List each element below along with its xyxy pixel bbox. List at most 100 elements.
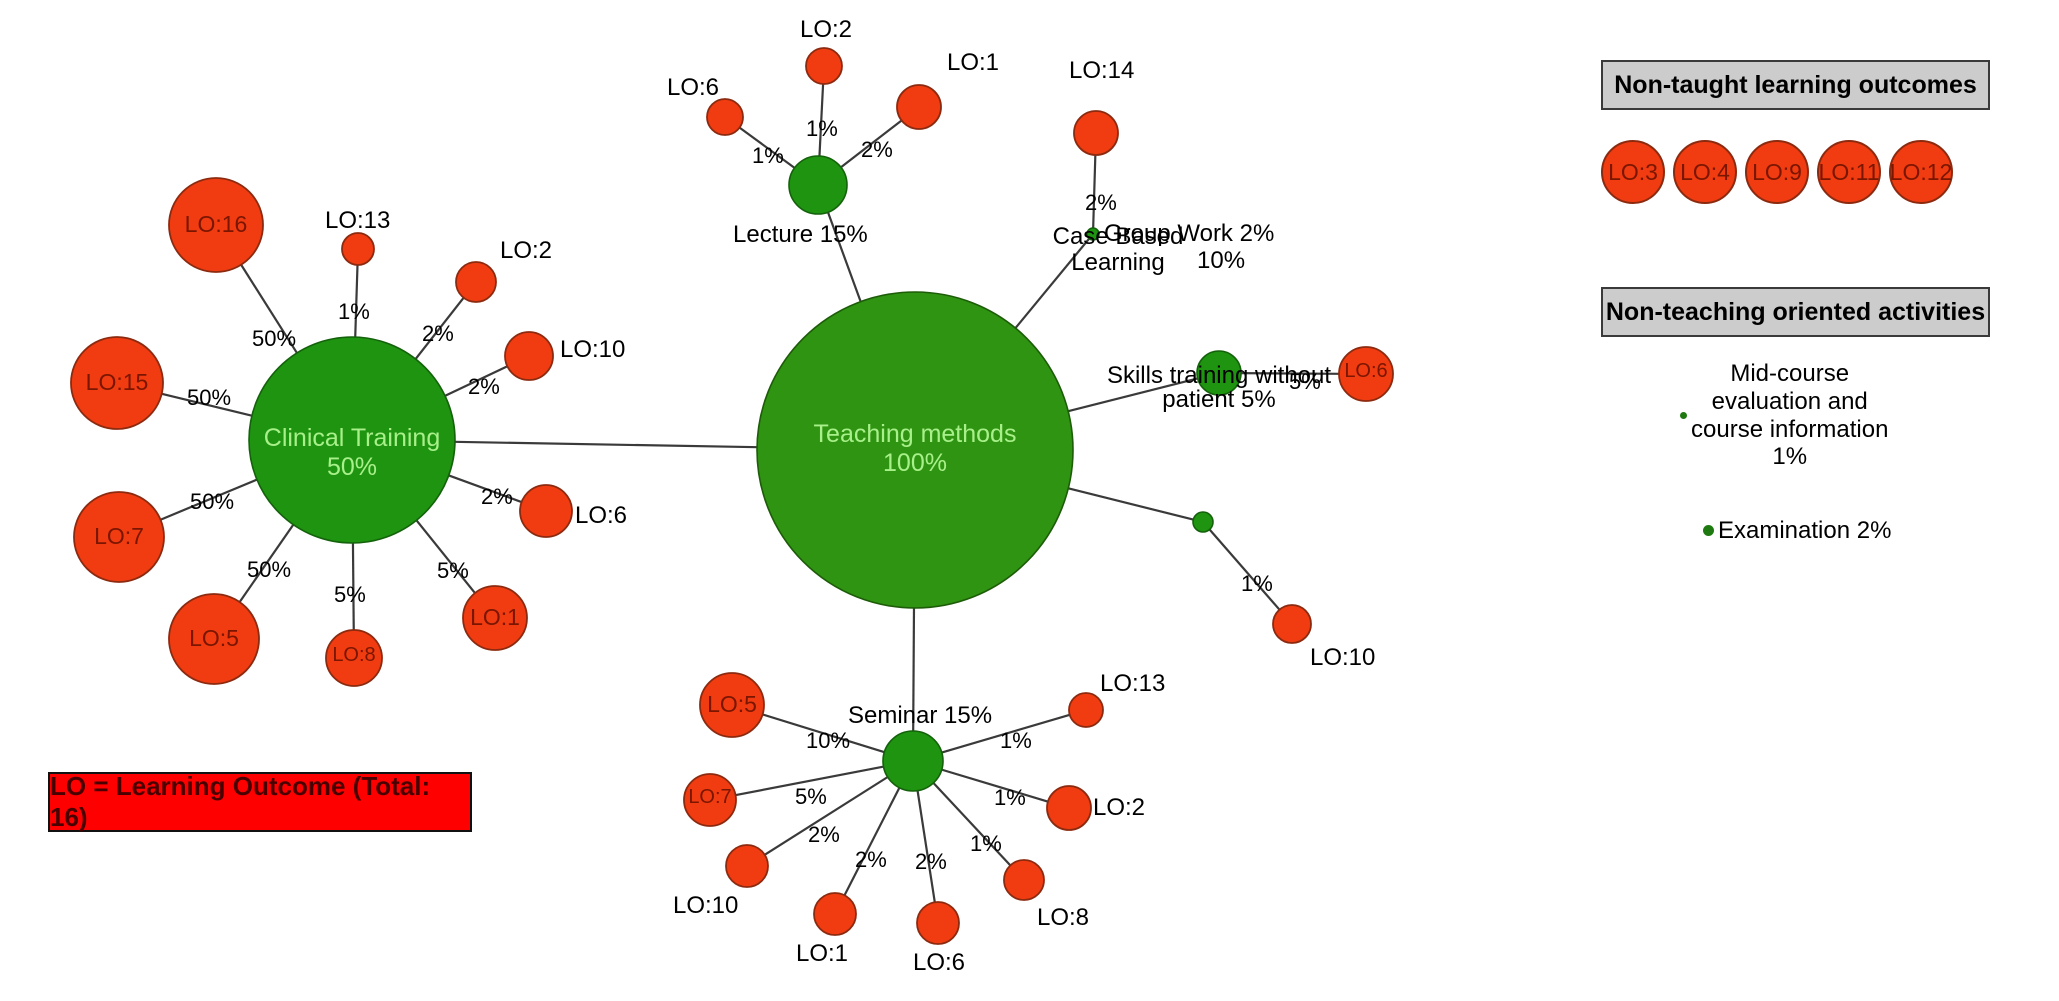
non-taught-lo-chip-label: LO:9 <box>1752 158 1802 185</box>
edge-teaching-methods-to-skills-training <box>1067 487 1195 521</box>
edge-weight-label: 50% <box>187 385 232 410</box>
lo-node-lec-lo2[interactable] <box>805 47 843 85</box>
edge-weight-label: 2% <box>855 847 887 872</box>
nodes-layer <box>70 47 1394 945</box>
non-teaching-legend-header: Non-teaching oriented activities <box>1601 287 1990 337</box>
center-node-teaching-methods[interactable] <box>756 291 1074 609</box>
edge-weight-label: 1% <box>994 785 1026 810</box>
edge-weight-label: 2% <box>1085 190 1117 215</box>
lo-node-sem-lo13[interactable] <box>1068 692 1104 728</box>
edge-weight-label: 10% <box>806 728 851 753</box>
lo-node-ct-lo5[interactable] <box>168 593 260 685</box>
method-node-clinical-training[interactable] <box>248 336 456 544</box>
edge-weight-label: 1% <box>752 143 784 168</box>
edge-weight-label: 2% <box>481 484 513 509</box>
non-taught-legend-header: Non-taught learning outcomes <box>1601 60 1990 110</box>
lo-key-box: LO = Learning Outcome (Total: 16) <box>48 771 472 832</box>
edge-case-based-learning-to-cbl-lo6 <box>1239 372 1341 375</box>
lo-node-sem-lo7[interactable] <box>683 773 737 827</box>
edge-lecture-to-lec-lo6 <box>738 126 797 170</box>
edge-seminar-to-sem-lo6 <box>916 789 937 904</box>
non-taught-lo-chip-label: LO:11 <box>1818 158 1880 185</box>
lo-node-lec-lo6[interactable] <box>706 98 744 136</box>
edge-weight-label: 5% <box>1289 369 1321 394</box>
lo-outside-label: LO:13 <box>325 207 391 234</box>
non-taught-lo-chip[interactable]: LO:12 <box>1889 140 1953 204</box>
edge-weight-label: 5% <box>437 558 469 583</box>
lo-node-ct-lo1[interactable] <box>462 585 528 651</box>
lo-outside-label: LO:10 <box>560 336 626 363</box>
lo-node-ct-lo15[interactable] <box>70 336 164 430</box>
lo-node-ct-lo2[interactable] <box>455 261 497 303</box>
lo-node-sem-lo1[interactable] <box>813 892 857 936</box>
method-outside-label: Seminar 15% <box>848 702 993 729</box>
non-taught-lo-chip[interactable]: LO:9 <box>1745 140 1809 204</box>
non-taught-lo-chip[interactable]: LO:4 <box>1673 140 1737 204</box>
edge-weight-label: 1% <box>1000 728 1032 753</box>
lo-outside-label: LO:10 <box>673 892 739 919</box>
method-outside-label: Lecture 15% <box>733 221 868 248</box>
activity-label-line: evaluation and <box>1711 387 1868 415</box>
method-outside-label: 10% <box>1197 247 1246 274</box>
lo-outside-label: LO:14 <box>1069 57 1135 84</box>
non-taught-legend-header-text: Non-taught learning outcomes <box>1614 70 1977 99</box>
activity-node-dot-icon <box>1703 525 1714 537</box>
edge-clinical-training-to-ct-lo16 <box>239 263 299 355</box>
lo-node-cbl-lo6[interactable] <box>1338 346 1394 402</box>
edge-clinical-training-to-ct-lo7 <box>159 478 259 522</box>
lo-node-st-lo10[interactable] <box>1272 604 1312 644</box>
edge-lecture-to-lec-lo1 <box>839 118 904 169</box>
edge-weight-label: 1% <box>806 116 838 141</box>
lo-outside-label: LO:8 <box>1037 904 1090 931</box>
lo-node-ct-lo16[interactable] <box>168 177 264 273</box>
edge-teaching-methods-to-lecture <box>826 210 863 303</box>
edge-clinical-training-to-ct-lo13 <box>354 263 359 339</box>
non-taught-lo-chip-label: LO:3 <box>1608 158 1658 185</box>
non-teaching-activity-item[interactable]: Mid-course evaluation and course informati… <box>1680 360 1888 471</box>
method-node-group-work[interactable] <box>1086 227 1100 241</box>
non-taught-lo-chip-row: LO:3 LO:4 LO:9 LO:11 LO:12 <box>1601 140 1953 204</box>
edge-clinical-training-to-ct-lo6 <box>447 474 523 504</box>
method-node-case-based-learning[interactable] <box>1196 350 1242 396</box>
non-taught-lo-chip[interactable]: LO:11 <box>1817 140 1881 204</box>
method-outside-label: Group Work 2% <box>1104 220 1275 247</box>
edge-seminar-to-sem-lo2 <box>940 768 1050 803</box>
lo-outside-label: LO:13 <box>1100 670 1166 697</box>
lo-node-sem-lo5[interactable] <box>699 672 765 738</box>
lo-node-ct-lo13[interactable] <box>341 232 375 266</box>
activity-label-line: Mid-course <box>1730 360 1850 387</box>
lo-outside-label: LO:6 <box>575 502 628 529</box>
edge-weight-label: 2% <box>915 849 947 874</box>
edge-weight-label: 2% <box>422 321 454 346</box>
non-teaching-activity-label: Examination 2% <box>1718 517 1892 544</box>
edge-weight-label: 50% <box>247 557 292 582</box>
lo-node-ct-lo6[interactable] <box>519 484 573 538</box>
edge-clinical-training-to-ct-lo1 <box>415 518 477 595</box>
lo-node-ct-lo7[interactable] <box>73 491 165 583</box>
lo-node-lec-lo1[interactable] <box>896 84 942 130</box>
non-teaching-legend-header-text: Non-teaching oriented activities <box>1605 297 1986 326</box>
edge-seminar-to-sem-lo10 <box>763 775 890 857</box>
edge-weight-label: 1% <box>1241 571 1273 596</box>
non-taught-lo-chip[interactable]: LO:3 <box>1601 140 1665 204</box>
lo-outside-label: LO:6 <box>667 74 720 101</box>
lo-node-sem-lo8[interactable] <box>1003 859 1045 901</box>
method-node-lecture[interactable] <box>788 155 848 215</box>
lo-node-ct-lo10[interactable] <box>504 331 554 381</box>
lo-node-sem-lo6[interactable] <box>916 901 960 945</box>
lo-node-gw-lo14[interactable] <box>1073 110 1119 156</box>
edge-clinical-training-to-ct-lo2 <box>414 296 466 361</box>
method-node-seminar[interactable] <box>882 730 944 792</box>
edge-lecture-to-lec-lo2 <box>818 82 825 158</box>
edge-teaching-methods-to-clinical-training <box>453 440 759 449</box>
edge-teaching-methods-to-seminar <box>912 606 916 733</box>
method-node-skills-training[interactable] <box>1192 511 1214 533</box>
lo-node-sem-lo2[interactable] <box>1046 785 1092 831</box>
edge-seminar-to-sem-lo1 <box>843 786 901 897</box>
lo-node-ct-lo8[interactable] <box>325 629 383 687</box>
method-outside-label: Skills training without <box>1106 362 1332 389</box>
non-teaching-activity-item[interactable]: Examination 2% <box>1703 517 1891 545</box>
edge-skills-training-to-st-lo10 <box>1208 528 1281 612</box>
lo-node-sem-lo10[interactable] <box>725 844 769 888</box>
